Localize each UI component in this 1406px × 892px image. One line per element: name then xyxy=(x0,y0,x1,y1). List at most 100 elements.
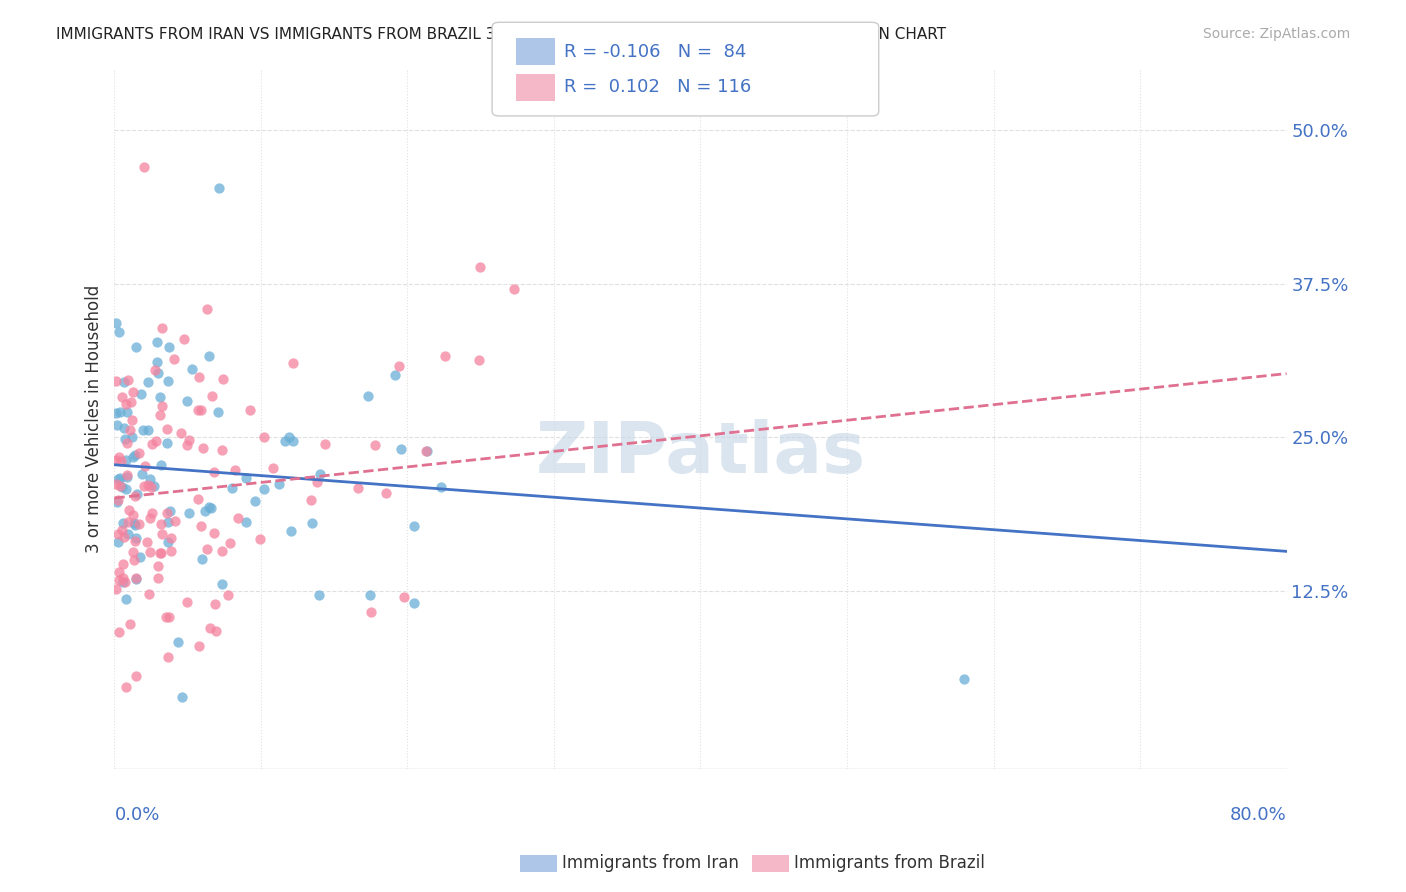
Point xyxy=(176,438,198,452)
Point xyxy=(415,444,437,458)
Point xyxy=(191,552,214,566)
Point xyxy=(198,349,221,363)
Point xyxy=(156,506,179,520)
Point xyxy=(111,523,134,537)
Point xyxy=(104,453,127,467)
Point xyxy=(108,405,131,419)
Text: 0.0%: 0.0% xyxy=(114,806,160,824)
Point xyxy=(173,332,195,346)
Point xyxy=(253,430,276,444)
Text: 80.0%: 80.0% xyxy=(1230,806,1286,824)
Point xyxy=(124,489,146,503)
Point xyxy=(314,437,336,451)
Point xyxy=(364,437,387,451)
Point xyxy=(201,389,224,403)
Point xyxy=(118,616,141,631)
Point xyxy=(157,610,180,624)
Point xyxy=(347,481,370,495)
Point xyxy=(122,544,145,558)
Point xyxy=(176,394,198,409)
Point xyxy=(146,334,169,349)
Text: ZIPatlas: ZIPatlas xyxy=(536,419,866,489)
Point xyxy=(111,557,134,571)
Point xyxy=(150,527,173,541)
Point xyxy=(389,442,412,456)
Point xyxy=(105,494,128,508)
Point xyxy=(204,597,226,611)
Point xyxy=(114,575,136,590)
Point xyxy=(112,375,135,389)
Point xyxy=(145,355,167,369)
Point xyxy=(357,389,380,403)
Point xyxy=(122,553,145,567)
Point xyxy=(211,443,233,458)
Point xyxy=(219,535,242,549)
Point xyxy=(104,477,127,491)
Point xyxy=(187,639,209,653)
Point xyxy=(208,180,231,194)
Point xyxy=(200,621,222,635)
Point xyxy=(156,649,179,664)
Point xyxy=(125,531,148,545)
Point xyxy=(107,573,129,587)
Point xyxy=(253,482,276,496)
Point xyxy=(262,461,284,475)
Point xyxy=(141,437,163,451)
Point xyxy=(180,362,202,376)
Point xyxy=(108,565,131,579)
Point xyxy=(207,404,229,418)
Point xyxy=(125,668,148,682)
Point xyxy=(157,375,180,389)
Point xyxy=(124,517,146,532)
Point xyxy=(128,516,150,531)
Point xyxy=(179,506,201,520)
Point xyxy=(108,625,131,640)
Point xyxy=(155,610,177,624)
Point xyxy=(120,394,142,409)
Point xyxy=(198,500,221,514)
Point xyxy=(211,372,233,386)
Point xyxy=(187,403,209,417)
Point xyxy=(156,421,179,435)
Point xyxy=(308,467,330,482)
Point xyxy=(468,352,491,367)
Point xyxy=(107,492,129,507)
Point xyxy=(117,515,139,529)
Point xyxy=(122,516,145,530)
Point xyxy=(149,546,172,560)
Point xyxy=(148,571,170,585)
Point xyxy=(159,504,181,518)
Point xyxy=(204,526,226,541)
Point xyxy=(117,527,139,541)
Point xyxy=(402,596,425,610)
Point xyxy=(134,459,156,474)
Point xyxy=(139,472,162,486)
Point xyxy=(128,446,150,460)
Point xyxy=(145,434,167,449)
Point xyxy=(359,588,381,602)
Point xyxy=(235,515,257,529)
Point xyxy=(104,316,127,330)
Point xyxy=(115,470,138,484)
Point xyxy=(277,430,299,444)
Point xyxy=(308,588,330,602)
Point xyxy=(121,508,143,522)
Text: Immigrants from Iran: Immigrants from Iran xyxy=(562,855,740,872)
Point xyxy=(163,514,186,528)
Point xyxy=(111,480,134,494)
Point xyxy=(187,370,209,384)
Point xyxy=(202,466,225,480)
Point xyxy=(149,546,172,560)
Point xyxy=(429,480,451,494)
Point xyxy=(249,532,271,546)
Point xyxy=(149,517,172,532)
Point xyxy=(191,441,214,455)
Point xyxy=(200,500,222,515)
Text: R = -0.106   N =  84: R = -0.106 N = 84 xyxy=(564,43,747,61)
Point xyxy=(204,624,226,638)
Point xyxy=(107,527,129,541)
Point xyxy=(105,406,128,420)
Point xyxy=(118,423,141,437)
Point xyxy=(388,359,411,373)
Point xyxy=(402,519,425,533)
